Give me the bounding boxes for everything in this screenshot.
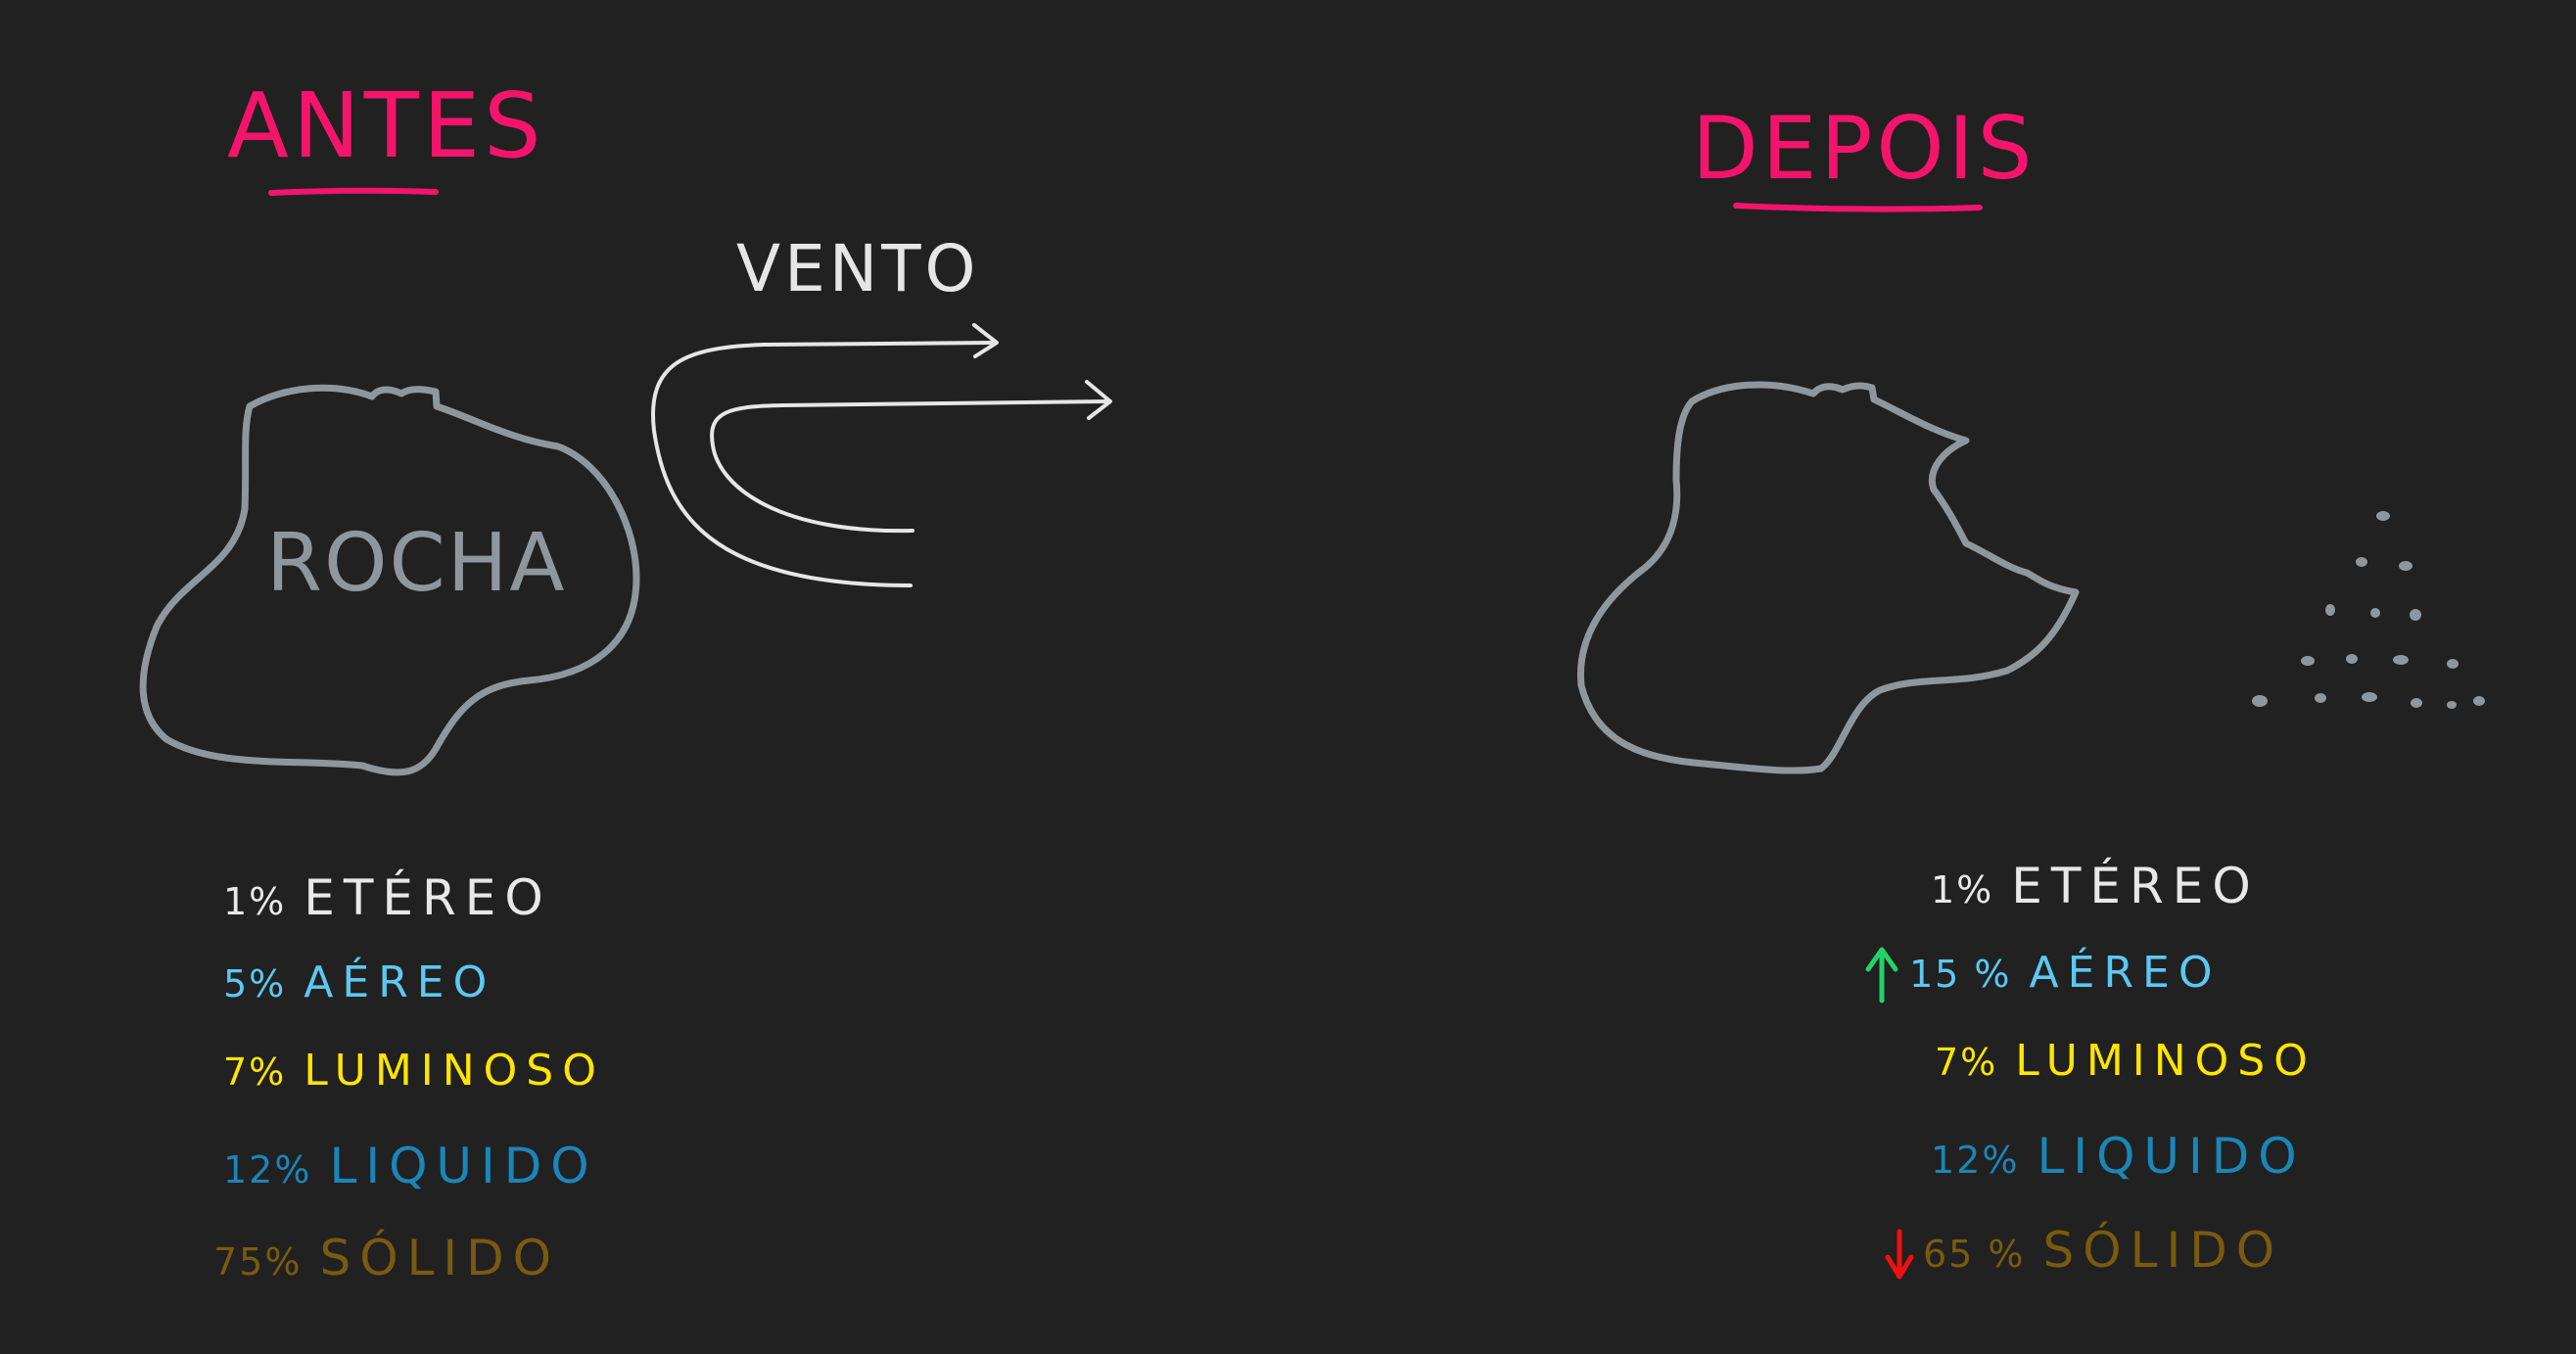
wind-arrow-outer — [651, 341, 996, 587]
before-stat-solido: 75% SÓLIDO — [213, 1230, 560, 1286]
after-stat-etereo: 1% ETÉREO — [1931, 858, 2260, 914]
stat-percent: 1% — [223, 880, 287, 923]
particle — [2393, 655, 2409, 665]
particle — [2447, 701, 2457, 709]
before-stat-etereo: 1% ETÉREO — [223, 869, 552, 926]
stat-label: LUMINOSO — [2015, 1036, 2317, 1086]
before-stat-luminoso: 7% LUMINOSO — [223, 1046, 605, 1096]
rock-before-outline — [139, 384, 640, 776]
stat-percent: 12% — [223, 1148, 312, 1191]
before-stat-liquido: 12% LIQUIDO — [223, 1138, 598, 1194]
particle — [2325, 604, 2335, 616]
after-stat-luminoso: 7% LUMINOSO — [1935, 1036, 2317, 1086]
stat-label: SÓLIDO — [2042, 1222, 2284, 1279]
particle — [2362, 692, 2377, 702]
stat-label: SÓLIDO — [319, 1230, 561, 1286]
arrow-down-icon — [1885, 1229, 1914, 1280]
stat-label: ETÉREO — [304, 869, 552, 926]
particle — [2356, 557, 2367, 567]
particle — [2315, 693, 2326, 703]
stat-label: LIQUIDO — [329, 1138, 598, 1194]
stat-label: LUMINOSO — [304, 1046, 605, 1096]
stat-percent: 15 % — [1909, 953, 2012, 996]
after-stat-solido: 65 % SÓLIDO — [1923, 1222, 2283, 1279]
stat-percent: 7% — [223, 1051, 287, 1094]
stat-label: AÉREO — [2029, 948, 2222, 998]
particle — [2376, 511, 2390, 521]
before-stat-aereo: 5% AÉREO — [223, 957, 495, 1007]
wind-arrow-inner — [710, 399, 1108, 534]
rock-after-outline — [1576, 381, 2080, 774]
particle — [2301, 656, 2315, 666]
stat-label: AÉREO — [304, 957, 496, 1007]
particle — [2370, 608, 2380, 618]
stat-percent: 1% — [1931, 868, 1994, 911]
after-stat-aereo: 15 % AÉREO — [1909, 948, 2221, 998]
stat-label: LIQUIDO — [2037, 1128, 2306, 1185]
particle — [2473, 696, 2485, 706]
particle — [2399, 561, 2412, 571]
particle — [2346, 654, 2358, 664]
particle — [2410, 609, 2421, 621]
stat-percent: 5% — [223, 962, 287, 1005]
stat-percent: 12% — [1931, 1139, 2020, 1182]
antes-underline — [268, 187, 439, 196]
stat-percent: 75% — [213, 1240, 303, 1284]
wind-arrow-outer-head — [972, 323, 999, 358]
depois-underline — [1733, 203, 1983, 212]
stat-percent: 7% — [1935, 1041, 1998, 1084]
arrow-up-icon — [1865, 947, 1898, 1004]
rock-label: ROCHA — [266, 517, 567, 610]
before-title: ANTES — [227, 73, 545, 178]
particle — [2411, 698, 2422, 708]
after-stat-liquido: 12% LIQUIDO — [1931, 1128, 2306, 1185]
eroded-particles — [2252, 511, 2485, 709]
stat-percent: 65 % — [1923, 1233, 2026, 1276]
stat-label: ETÉREO — [2011, 858, 2260, 914]
particle — [2447, 659, 2459, 669]
particle — [2252, 695, 2268, 707]
after-title: DEPOIS — [1692, 98, 2037, 199]
wind-arrow-inner-head — [1085, 380, 1112, 420]
wind-label: VENTO — [736, 231, 980, 306]
